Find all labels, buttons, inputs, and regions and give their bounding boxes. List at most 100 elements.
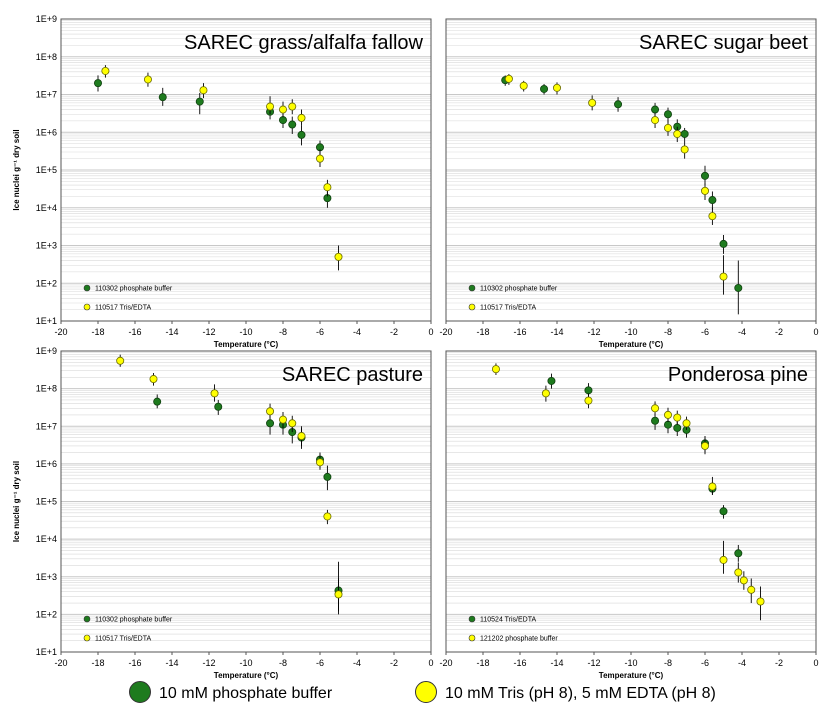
legend-marker [468, 634, 476, 642]
data-point [664, 123, 673, 132]
x-tick-label: -4 [738, 327, 746, 337]
y-tick-label: 1E+6 [36, 127, 57, 137]
x-tick-label: -8 [664, 327, 672, 337]
data-point [266, 407, 275, 416]
data-point [288, 120, 297, 129]
y-tick-label: 1E+5 [36, 497, 57, 507]
chart-title: SAREC grass/alfalfa fallow [184, 32, 424, 54]
y-tick-label: 1E+7 [36, 421, 57, 431]
x-tick-label: -20 [439, 327, 452, 337]
data-point [651, 105, 660, 114]
data-point [266, 102, 275, 111]
y-axis-label: Ice nuclei g⁻¹ dry soil [12, 129, 21, 210]
x-tick-label: -14 [550, 327, 563, 337]
data-point [747, 585, 756, 594]
data-point [116, 356, 125, 365]
chart-title: SAREC pasture [282, 364, 423, 386]
data-point [680, 129, 689, 138]
legend-marker [468, 284, 476, 292]
data-point [680, 145, 689, 154]
data-point [664, 420, 673, 429]
data-point [719, 555, 728, 564]
legend-label: 110517 Tris/EDTA [480, 305, 536, 312]
data-point [101, 66, 110, 75]
y-tick-label: 1E+4 [36, 203, 57, 213]
x-tick-label: -10 [239, 658, 252, 668]
data-point [673, 423, 682, 432]
y-tick-label: 1E+9 [36, 14, 57, 24]
figure-legend-label: 10 mM phosphate buffer [159, 685, 333, 702]
x-tick-label: -2 [390, 658, 398, 668]
data-point [288, 419, 297, 428]
data-point [708, 212, 717, 221]
data-point [756, 597, 765, 606]
data-point [491, 365, 500, 374]
x-tick-label: 0 [428, 327, 433, 337]
data-point [673, 129, 682, 138]
x-tick-label: -20 [54, 658, 67, 668]
x-tick-label: 0 [813, 327, 818, 337]
x-tick-label: -6 [701, 327, 709, 337]
data-point [323, 472, 332, 481]
data-point [708, 196, 717, 205]
chart-panel-3: -20 -18 -16 -14 -12 -10 -8 -6 -4 -2 01E+11E+21E+31… [12, 346, 434, 680]
data-point [719, 272, 728, 281]
data-point [540, 84, 549, 93]
x-tick-label: 0 [813, 658, 818, 668]
y-tick-label: 1E+8 [36, 384, 57, 394]
data-point [278, 415, 287, 424]
data-point [199, 86, 208, 95]
data-point [553, 83, 562, 92]
data-point [288, 102, 297, 111]
data-point [297, 113, 306, 122]
x-tick-label: -18 [476, 658, 489, 668]
y-tick-label: 1E+9 [36, 346, 57, 356]
x-tick-label: -4 [353, 658, 361, 668]
data-point [673, 413, 682, 422]
data-point [651, 416, 660, 425]
legend-marker [83, 615, 91, 623]
legend-label: 121202 phosphate buffer [480, 636, 558, 643]
data-point [664, 110, 673, 119]
data-point [701, 171, 710, 180]
data-point [504, 74, 513, 83]
data-point [94, 79, 103, 88]
x-tick-label: -20 [54, 327, 67, 337]
data-point [719, 239, 728, 248]
x-tick-label: -2 [775, 327, 783, 337]
x-tick-label: -2 [390, 327, 398, 337]
legend-label: 110302 phosphate buffer [95, 617, 173, 624]
x-tick-label: -6 [316, 327, 324, 337]
x-tick-label: -18 [91, 658, 104, 668]
x-tick-label: -18 [476, 327, 489, 337]
data-point [651, 404, 660, 413]
x-tick-label: -16 [128, 658, 141, 668]
y-tick-label: 1E+2 [36, 278, 57, 288]
legend-label: 110524 Tris/EDTA [480, 617, 536, 624]
y-tick-label: 1E+5 [36, 165, 57, 175]
x-tick-label: -18 [91, 327, 104, 337]
legend-label: 110302 phosphate buffer [95, 286, 173, 293]
figure-legend-marker [415, 681, 437, 703]
x-axis-label: Temperature (°C) [214, 340, 279, 349]
data-point [734, 568, 743, 577]
x-tick-label: -14 [550, 658, 563, 668]
x-tick-label: -20 [439, 658, 452, 668]
x-tick-label: -12 [202, 658, 215, 668]
x-tick-label: -6 [701, 658, 709, 668]
x-axis-label: Temperature (°C) [599, 340, 664, 349]
data-point [278, 116, 287, 125]
x-tick-label: -16 [513, 327, 526, 337]
x-tick-label: -8 [279, 658, 287, 668]
x-tick-label: -4 [738, 658, 746, 668]
data-point [664, 410, 673, 419]
data-point [584, 396, 593, 405]
y-tick-label: 1E+1 [36, 316, 57, 326]
data-point [297, 130, 306, 139]
y-tick-label: 1E+7 [36, 90, 57, 100]
data-point [701, 441, 710, 450]
data-point [266, 419, 275, 428]
x-tick-label: -10 [624, 327, 637, 337]
legend-marker [468, 303, 476, 311]
data-point [143, 75, 152, 84]
